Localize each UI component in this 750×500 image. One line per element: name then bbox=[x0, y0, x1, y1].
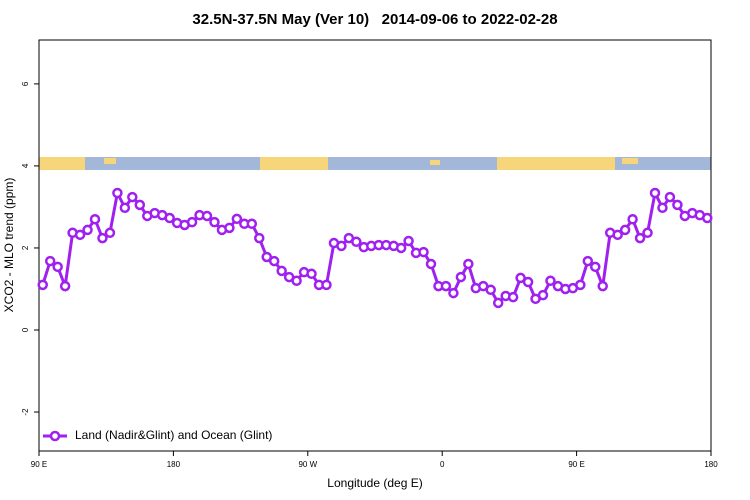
data-point bbox=[537, 289, 549, 301]
data-point bbox=[231, 213, 243, 225]
data-point bbox=[254, 232, 265, 244]
data-point bbox=[702, 212, 713, 224]
data-point bbox=[104, 227, 116, 239]
land-band bbox=[622, 158, 638, 164]
y-tick-label: 0 bbox=[21, 327, 30, 332]
chart-title: 32.5N-37.5N May (Ver 10) 2014-09-06 to 2… bbox=[192, 11, 557, 28]
data-point bbox=[582, 255, 594, 267]
plot-frame bbox=[38, 39, 712, 452]
data-point bbox=[590, 261, 601, 273]
data-point bbox=[448, 287, 459, 299]
data-point bbox=[485, 284, 496, 296]
data-point bbox=[507, 291, 519, 303]
data-point bbox=[291, 275, 302, 287]
x-tick-label: 90 E bbox=[568, 460, 584, 469]
data-point bbox=[112, 187, 123, 199]
data-point bbox=[425, 258, 437, 270]
data-point bbox=[89, 213, 101, 225]
data-point bbox=[395, 242, 407, 254]
data-point bbox=[612, 229, 623, 241]
land-band bbox=[430, 160, 440, 165]
data-point bbox=[403, 235, 414, 247]
x-tick-label: 0 bbox=[440, 460, 445, 469]
data-point bbox=[201, 210, 213, 222]
data-point bbox=[440, 280, 452, 292]
land-band bbox=[497, 157, 615, 170]
data-point bbox=[619, 224, 631, 236]
data-point bbox=[306, 268, 317, 280]
data-point bbox=[224, 222, 235, 234]
land-band bbox=[39, 157, 85, 170]
data-point bbox=[455, 271, 467, 283]
data-point bbox=[545, 275, 556, 287]
data-point bbox=[649, 187, 661, 199]
x-axis-label: Longitude (deg E) bbox=[327, 476, 422, 490]
data-point bbox=[119, 202, 131, 214]
data-point bbox=[336, 240, 347, 252]
y-tick-label: 2 bbox=[21, 245, 30, 250]
data-point bbox=[261, 251, 272, 263]
data-point bbox=[522, 276, 534, 288]
data-point bbox=[37, 279, 48, 291]
data-point bbox=[74, 229, 86, 241]
data-point bbox=[209, 216, 220, 228]
y-tick-label: -2 bbox=[21, 408, 30, 416]
x-tick-label: 90 W bbox=[298, 460, 317, 469]
legend-marker bbox=[49, 430, 61, 442]
data-point bbox=[634, 232, 646, 244]
data-point bbox=[515, 272, 526, 284]
data-point bbox=[575, 279, 586, 291]
data-point bbox=[97, 232, 108, 244]
data-point bbox=[44, 255, 56, 267]
y-tick-label: 4 bbox=[21, 163, 30, 168]
land-band bbox=[260, 157, 328, 170]
data-point bbox=[418, 246, 429, 258]
data-point bbox=[664, 191, 676, 203]
data-point bbox=[351, 236, 362, 248]
data-point bbox=[268, 255, 280, 267]
data-point bbox=[657, 202, 668, 214]
data-point bbox=[246, 218, 258, 230]
data-point bbox=[597, 280, 608, 292]
data-point bbox=[492, 297, 504, 309]
legend-label: Land (Nadir&Glint) and Ocean (Glint) bbox=[75, 428, 272, 442]
y-tick-label: 6 bbox=[21, 81, 30, 86]
data-point bbox=[186, 216, 198, 228]
data-point bbox=[134, 199, 146, 211]
data-point bbox=[127, 191, 138, 203]
data-point bbox=[82, 224, 93, 236]
x-tick-label: 180 bbox=[167, 460, 181, 469]
data-point bbox=[52, 261, 63, 273]
surface-strip bbox=[39, 157, 711, 170]
y-axis-label: XCO2 - MLO trend (ppm) bbox=[2, 178, 16, 313]
data-point bbox=[627, 213, 638, 225]
data-point bbox=[276, 265, 287, 277]
data-point bbox=[672, 199, 683, 211]
data-point bbox=[164, 212, 175, 224]
data-point bbox=[321, 279, 332, 291]
data-point bbox=[59, 280, 71, 292]
x-tick-label: 90 E bbox=[31, 460, 47, 469]
x-tick-label: 180 bbox=[704, 460, 718, 469]
data-point bbox=[463, 258, 474, 270]
land-band bbox=[104, 158, 116, 164]
data-point bbox=[642, 227, 653, 239]
